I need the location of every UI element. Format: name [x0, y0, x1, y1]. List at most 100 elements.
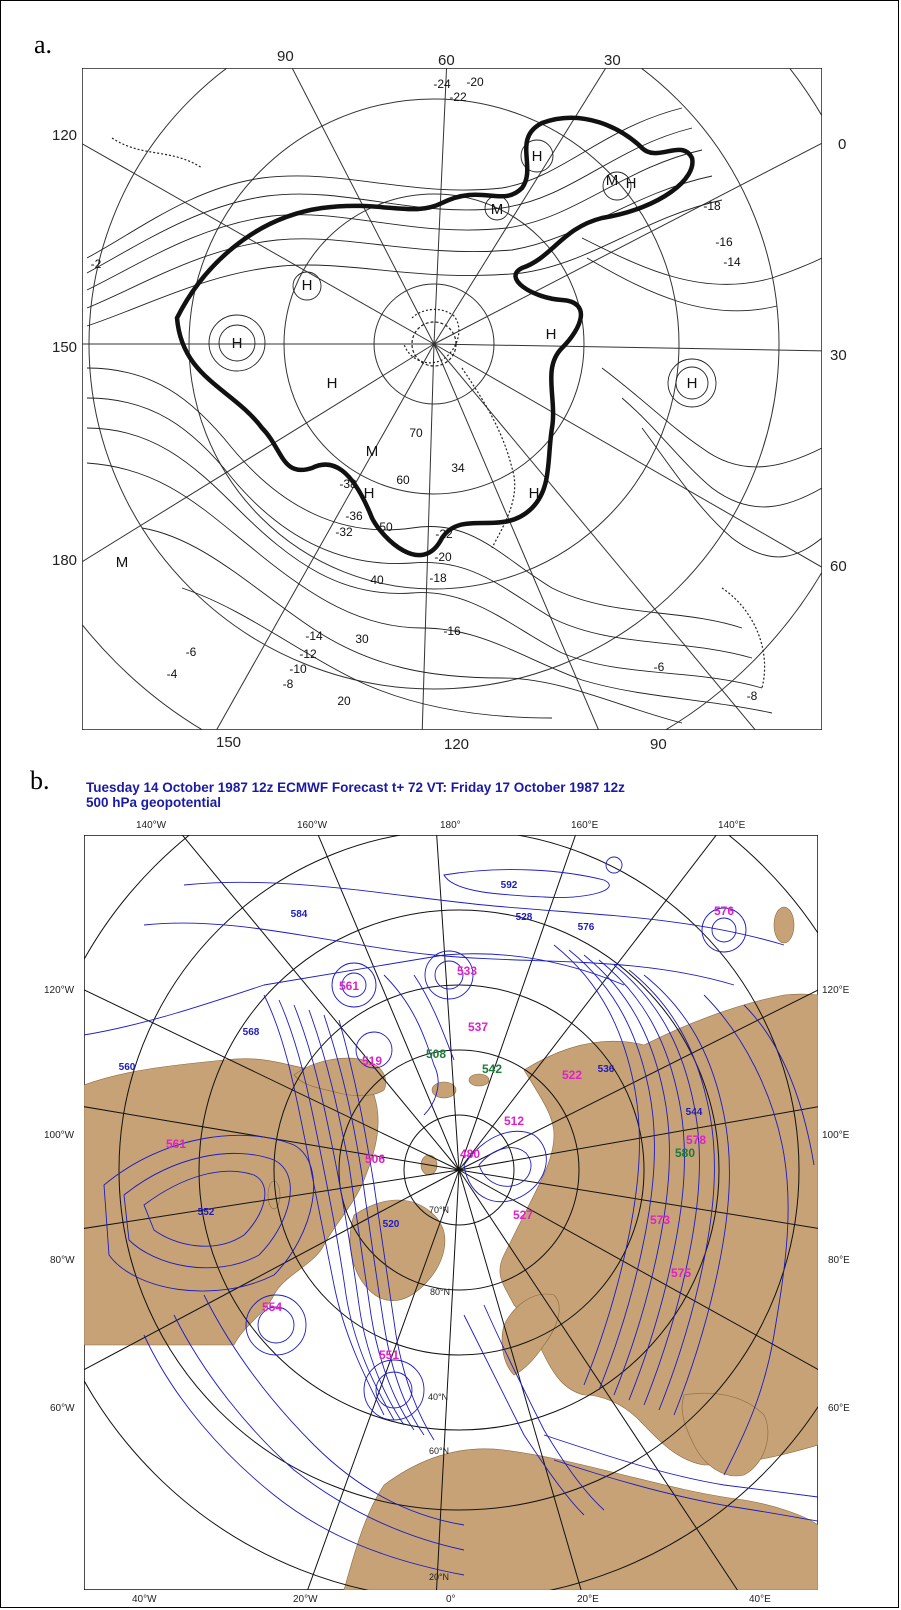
lat-label: 70°N	[429, 1205, 449, 1215]
contour-label: 50	[379, 520, 393, 534]
contour-label: 34	[451, 461, 465, 475]
value-label: 576	[714, 904, 734, 918]
panel-a-bottom-tick: 90	[650, 736, 667, 753]
high-marker: H	[327, 375, 338, 392]
contour-label: -18	[703, 199, 721, 213]
contour-label: -12	[299, 647, 317, 661]
contour-label: -6	[186, 645, 197, 659]
contour-label: -14	[305, 629, 323, 643]
panel-b-right-tick: 120°E	[822, 985, 850, 996]
panel-a-bold-contour	[174, 115, 695, 558]
contour-label: 30	[355, 632, 369, 646]
panel-a-right-tick: 30	[830, 347, 847, 364]
panel-b-magenta-values: 576 561 533 537 519 522 512 506 480 561 …	[166, 904, 734, 1362]
contour-label: 20	[337, 694, 351, 708]
panel-b-left-tick: 80°W	[50, 1255, 75, 1266]
value-label: 506	[365, 1152, 385, 1166]
panel-a-left-tick: 180	[52, 552, 78, 569]
panel-a-left-tick: 120	[52, 127, 78, 144]
panel-b-bottom-tick: 20°W	[293, 1594, 318, 1605]
panel-b-left-tick: 120°W	[44, 985, 75, 996]
panel-b-contour-labels: 592 584 576 568 560 552 544 536 528 520	[119, 880, 703, 1230]
panel-b-left-tick: 100°W	[44, 1130, 75, 1141]
value-label: 554	[262, 1300, 282, 1314]
value-label: 527	[513, 1208, 533, 1222]
contour-label: -32	[335, 525, 353, 539]
contour-label: 536	[598, 1064, 615, 1075]
panel-b-top-tick: 180°	[440, 820, 461, 831]
value-label: 575	[671, 1266, 691, 1280]
panel-b-header: Tuesday 14 October 1987 12z ECMWF Foreca…	[86, 780, 846, 810]
panel-b-map: 592 584 576 568 560 552 544 536 528 520 …	[84, 835, 818, 1590]
contour-label: 40	[370, 573, 384, 587]
high-marker: H	[546, 326, 557, 343]
panel-b-land	[84, 906, 818, 1590]
high-marker: H	[687, 375, 698, 392]
panel-b-right-tick: 60°E	[828, 1403, 850, 1414]
contour-label: 568	[243, 1027, 260, 1038]
low-marker: M	[606, 172, 619, 189]
panel-a-pressure-markers: H H H H H H H H H M M M M	[116, 148, 698, 571]
contour-label: -2	[91, 257, 102, 271]
panel-b-right-tick: 100°E	[822, 1130, 850, 1141]
high-marker: H	[532, 148, 543, 165]
contour-label: -8	[747, 689, 758, 703]
value-label: 573	[650, 1213, 670, 1227]
value-label: 480	[460, 1147, 480, 1161]
panel-b-contours	[84, 856, 818, 1576]
value-label: 542	[482, 1062, 502, 1076]
contour-label: 520	[383, 1219, 400, 1230]
contour-label: -18	[429, 571, 447, 585]
contour-label: 552	[198, 1207, 215, 1218]
contour-label: -20	[466, 75, 484, 89]
value-label: 537	[468, 1020, 488, 1034]
value-label: 519	[362, 1054, 382, 1068]
lat-label: 60°N	[429, 1446, 449, 1456]
panel-b-right-tick: 80°E	[828, 1255, 850, 1266]
low-marker: M	[116, 554, 129, 571]
value-label: 578	[686, 1133, 706, 1147]
low-marker: M	[366, 443, 379, 460]
contour-label: 544	[686, 1107, 703, 1118]
value-label: 512	[504, 1114, 524, 1128]
panel-a-right-tick: 60	[830, 558, 847, 575]
high-marker: H	[302, 277, 313, 294]
value-label: 561	[166, 1137, 186, 1151]
panel-a-coastlines	[111, 137, 766, 689]
contour-label: -14	[723, 255, 741, 269]
panel-b-bottom-tick: 20°E	[577, 1594, 599, 1605]
high-marker: H	[232, 335, 243, 352]
value-label: 522	[562, 1068, 582, 1082]
contour-label: -16	[715, 235, 733, 249]
panel-a-contour-labels: -24 -20 -22 -18 -16 -14 -2 70 34 60 -38 …	[91, 75, 758, 708]
contour-label: 60	[396, 473, 410, 487]
contour-label: -4	[167, 667, 178, 681]
panel-a-right-tick: 0	[838, 136, 847, 153]
panel-b-label: b.	[30, 766, 50, 795]
value-label: 561	[339, 979, 359, 993]
contour-label: -16	[443, 624, 461, 638]
value-label: 580	[675, 1146, 695, 1160]
panel-b-top-tick: 140°E	[718, 820, 746, 831]
contour-label: -38	[339, 477, 357, 491]
contour-label: 528	[516, 912, 533, 923]
contour-label: -6	[654, 660, 665, 674]
contour-label: 576	[578, 922, 595, 933]
panel-b-bottom-tick: 40°W	[132, 1594, 157, 1605]
panel-a-top-tick: 30	[604, 52, 621, 69]
high-marker: H	[364, 485, 375, 502]
contour-label: -10	[289, 662, 307, 676]
panel-b-lat-labels: 40°N 60°N 20°N 70°N 80°N	[428, 1205, 450, 1582]
contour-label: 560	[119, 1062, 136, 1073]
contour-label: -22	[449, 90, 467, 104]
contour-label: 584	[291, 909, 308, 920]
contour-label: 592	[501, 880, 518, 891]
panel-a-bottom-tick: 150	[216, 734, 242, 751]
panel-a-bottom-tick: 120	[444, 736, 470, 753]
high-marker: H	[626, 175, 637, 192]
panel-b-left-tick: 60°W	[50, 1403, 75, 1414]
panel-b-top-tick: 160°E	[571, 820, 599, 831]
lat-label: 40°N	[428, 1392, 448, 1402]
panel-a-top-tick: 90	[277, 48, 294, 65]
